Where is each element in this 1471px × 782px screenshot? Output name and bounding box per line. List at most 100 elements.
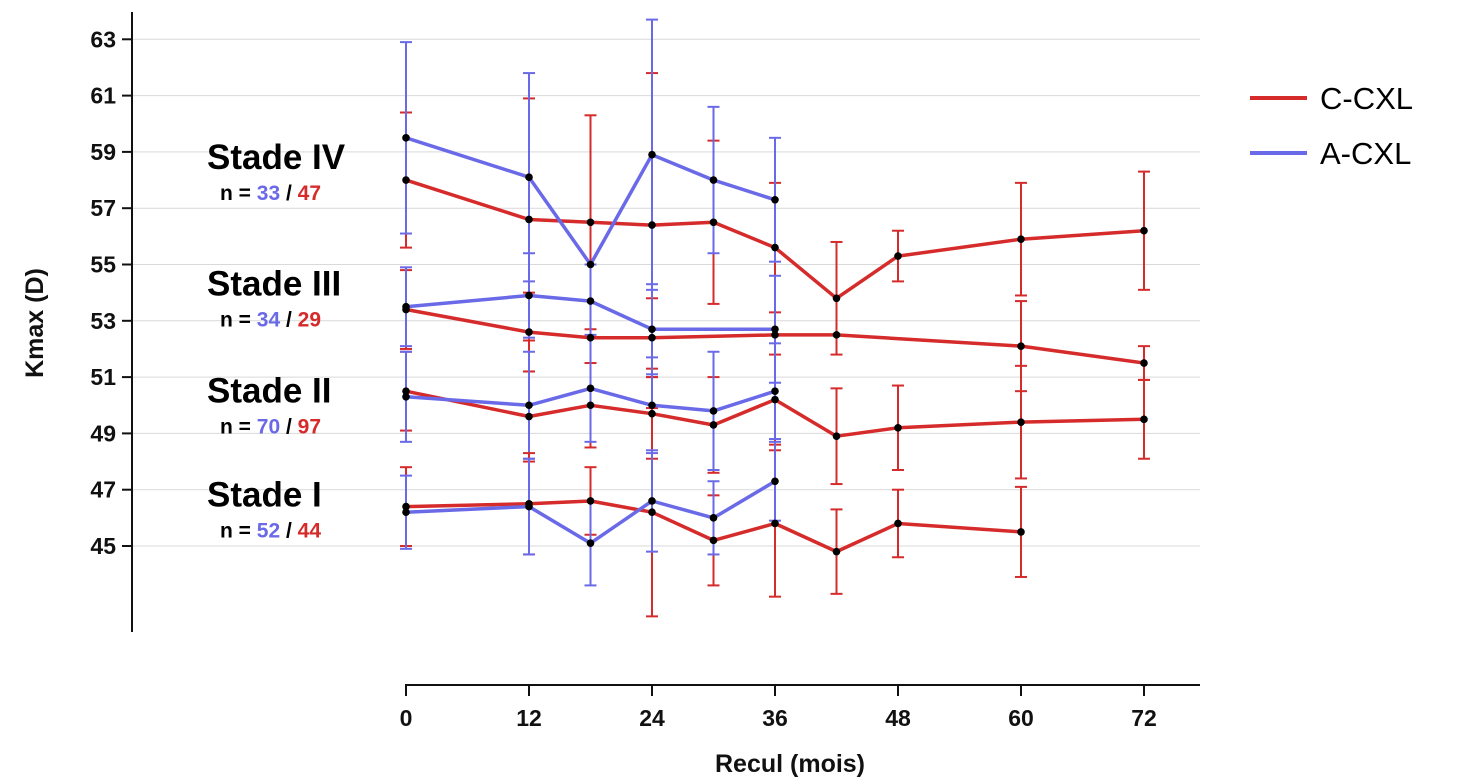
stage-n-prefix: n = [220, 308, 257, 331]
point-a-cxl-stage-iii-0 [402, 302, 410, 311]
point-a-cxl-stage-iv-18 [586, 260, 595, 269]
line-c-cxl-stage-ii [405, 389, 1145, 438]
y-tick-label-61: 61 [90, 83, 116, 109]
x-ticks: 0 12 24 36 48 60 72 [400, 685, 1157, 731]
points-c-cxl-stage-ii [402, 387, 1148, 441]
axes [131, 12, 1200, 686]
point-c-cxl-stage-iii-18 [586, 333, 595, 342]
point-c-cxl-stage-iv-36 [771, 243, 779, 252]
point-c-cxl-stage-iii-42 [832, 331, 841, 339]
point-c-cxl-stage-iii-36 [771, 331, 779, 339]
x-tick-label-0: 0 [400, 705, 413, 731]
y-tick-label-45: 45 [90, 533, 116, 559]
point-c-cxl-stage-ii-72 [1140, 415, 1148, 424]
legend-label-a-cxl: A-CXL [1320, 136, 1411, 171]
point-c-cxl-stage-ii-0 [402, 387, 410, 395]
y-tick-label-47: 47 [90, 477, 116, 503]
point-a-cxl-stage-ii-0 [402, 393, 410, 401]
point-a-cxl-stage-iv-36 [771, 195, 779, 204]
point-a-cxl-stage-ii-36 [771, 387, 779, 395]
x-tick-label-60: 60 [1008, 705, 1034, 731]
point-c-cxl-stage-i-60 [1017, 528, 1025, 536]
point-a-cxl-stage-ii-30 [709, 407, 718, 415]
y-tick-label-53: 53 [90, 308, 116, 334]
point-c-cxl-stage-iv-24 [648, 221, 656, 229]
stage-n-a-cxl: 33 [257, 182, 280, 205]
point-c-cxl-stage-ii-36 [771, 395, 779, 404]
point-a-cxl-stage-iii-36 [771, 325, 779, 334]
stage-name: Stade III [207, 264, 341, 303]
stage-n-prefix: n = [220, 182, 257, 205]
line-a-cxl-stage-iv [405, 136, 776, 267]
point-c-cxl-stage-iv-72 [1140, 226, 1148, 235]
point-c-cxl-stage-iv-0 [402, 176, 410, 184]
point-a-cxl-stage-iii-24 [648, 325, 656, 334]
stage-n-c-cxl: 44 [298, 520, 322, 543]
point-c-cxl-stage-ii-18 [586, 401, 595, 410]
point-c-cxl-stage-iv-42 [832, 294, 841, 303]
point-c-cxl-stage-i-18 [586, 497, 595, 505]
y-axis-title: Kmax (D) [21, 268, 49, 378]
stage-n-prefix: n = [220, 520, 257, 543]
y-tick-label-59: 59 [90, 139, 116, 165]
y-tick-label-55: 55 [90, 252, 116, 278]
point-c-cxl-stage-iii-60 [1017, 342, 1025, 350]
point-a-cxl-stage-i-36 [771, 477, 779, 486]
point-c-cxl-stage-iv-30 [709, 218, 718, 227]
points-c-cxl-stage-iv [402, 176, 1148, 303]
grid [132, 38, 1200, 547]
point-a-cxl-stage-iv-12 [525, 173, 533, 182]
point-a-cxl-stage-i-12 [525, 502, 533, 511]
y-tick-label-57: 57 [90, 195, 116, 221]
y-tick-label-63: 63 [90, 26, 116, 52]
stage-label-2: Stade III n = 34 / 29 [207, 264, 341, 331]
legend: C-CXL A-CXL [1250, 81, 1413, 171]
stage-n-separator: / [280, 308, 298, 331]
point-a-cxl-stage-ii-18 [586, 384, 595, 393]
point-a-cxl-stage-iii-12 [525, 291, 533, 300]
point-c-cxl-stage-iii-24 [648, 333, 656, 342]
data-points [402, 134, 1148, 556]
stage-name: Stade II [207, 371, 331, 410]
stage-n-a-cxl: 70 [257, 415, 280, 438]
x-axis-title: Recul (mois) [715, 750, 865, 778]
stage-label-1: Stade IV n = 33 / 47 [207, 138, 346, 205]
point-c-cxl-stage-ii-42 [832, 432, 841, 441]
point-c-cxl-stage-ii-24 [648, 409, 656, 418]
stage-n-separator: / [280, 182, 298, 205]
point-c-cxl-stage-i-42 [832, 547, 841, 556]
point-c-cxl-stage-i-24 [648, 508, 656, 517]
point-a-cxl-stage-ii-12 [525, 401, 533, 410]
point-c-cxl-stage-ii-60 [1017, 418, 1025, 426]
point-a-cxl-stage-iv-0 [402, 134, 410, 142]
points-a-cxl-stage-iii [402, 291, 779, 334]
x-tick-label-48: 48 [885, 705, 911, 731]
point-c-cxl-stage-iii-12 [525, 328, 533, 336]
points-c-cxl-stage-i [402, 497, 1025, 556]
x-tick-label-36: 36 [762, 705, 788, 731]
x-tick-label-12: 12 [516, 705, 542, 731]
point-a-cxl-stage-i-0 [402, 508, 410, 517]
point-c-cxl-stage-i-0 [402, 502, 410, 511]
point-a-cxl-stage-i-30 [709, 514, 718, 522]
point-c-cxl-stage-ii-12 [525, 412, 533, 421]
points-a-cxl-stage-iv [402, 134, 779, 269]
point-c-cxl-stage-iv-18 [586, 218, 595, 227]
legend-label-c-cxl: C-CXL [1320, 81, 1413, 116]
line-a-cxl-stage-ii [405, 386, 776, 413]
point-a-cxl-stage-ii-24 [648, 401, 656, 410]
point-a-cxl-stage-i-18 [586, 539, 595, 547]
stage-name: Stade IV [207, 138, 346, 177]
point-c-cxl-stage-ii-30 [709, 421, 718, 429]
stage-n-separator: / [280, 415, 298, 438]
point-c-cxl-stage-i-48 [894, 519, 902, 528]
point-a-cxl-stage-iv-24 [648, 150, 656, 159]
stage-n-c-cxl: 47 [298, 182, 321, 205]
stage-n-c-cxl: 29 [298, 308, 321, 331]
y-ticks: 45 47 49 51 53 55 57 59 61 63 [90, 26, 132, 559]
point-c-cxl-stage-iv-48 [894, 252, 902, 260]
legend-item-a-cxl: A-CXL [1250, 136, 1411, 171]
x-tick-label-24: 24 [639, 705, 665, 731]
